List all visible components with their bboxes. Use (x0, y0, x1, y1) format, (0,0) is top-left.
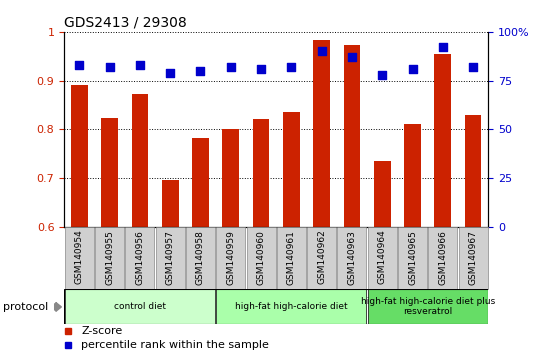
Text: percentile rank within the sample: percentile rank within the sample (81, 340, 269, 350)
Bar (429, 227, 458, 289)
Point (439, 45, 448, 50)
Bar (459, 227, 488, 289)
Bar (465, 115, 482, 227)
Text: GSM140960: GSM140960 (257, 230, 266, 285)
Text: GSM140954: GSM140954 (75, 230, 84, 284)
Point (469, 64, 478, 70)
Bar (277, 227, 306, 289)
Bar (65, 289, 215, 324)
Bar (435, 54, 451, 227)
Text: GSM140967: GSM140967 (469, 230, 478, 285)
Bar (192, 138, 209, 227)
Bar (247, 227, 276, 289)
Bar (313, 40, 330, 227)
Bar (217, 227, 246, 289)
Text: GSM140964: GSM140964 (378, 230, 387, 284)
Bar (374, 161, 391, 227)
Bar (126, 227, 155, 289)
Bar (398, 227, 427, 289)
Text: GSM140956: GSM140956 (136, 230, 145, 285)
Point (136, 62, 145, 68)
Bar (71, 85, 88, 227)
Text: GSM140962: GSM140962 (317, 230, 326, 284)
Text: Z-score: Z-score (81, 326, 122, 336)
Bar (404, 124, 421, 227)
Bar (217, 289, 367, 324)
Bar (307, 227, 336, 289)
Bar (101, 118, 118, 227)
Bar (338, 227, 367, 289)
Bar (132, 94, 148, 227)
Text: GSM140959: GSM140959 (227, 230, 235, 285)
Text: high-fat high-calorie diet plus
resveratrol: high-fat high-calorie diet plus resverat… (360, 297, 495, 316)
Point (348, 55, 357, 60)
Bar (368, 289, 488, 324)
Bar (344, 45, 360, 227)
Bar (186, 227, 215, 289)
Text: GSM140965: GSM140965 (408, 230, 417, 285)
Bar (95, 227, 124, 289)
Bar (156, 227, 185, 289)
Point (378, 72, 387, 78)
Point (317, 48, 326, 54)
Text: control diet: control diet (114, 302, 166, 311)
Bar (253, 119, 270, 227)
Bar (368, 227, 397, 289)
Bar (283, 112, 300, 227)
Bar (65, 227, 94, 289)
Point (227, 64, 235, 70)
Point (257, 66, 266, 72)
Point (105, 64, 114, 70)
Text: GSM140963: GSM140963 (348, 230, 357, 285)
Point (287, 64, 296, 70)
Point (75, 62, 84, 68)
Point (196, 68, 205, 74)
Text: GSM140957: GSM140957 (166, 230, 175, 285)
Text: GSM140955: GSM140955 (105, 230, 114, 285)
Bar (223, 129, 239, 227)
Point (166, 70, 175, 76)
Bar (162, 180, 179, 227)
Point (408, 66, 417, 72)
Text: GDS2413 / 29308: GDS2413 / 29308 (64, 15, 187, 29)
Text: GSM140966: GSM140966 (439, 230, 448, 285)
Text: protocol: protocol (3, 302, 48, 312)
Text: GSM140958: GSM140958 (196, 230, 205, 285)
Text: high-fat high-calorie diet: high-fat high-calorie diet (235, 302, 348, 311)
Text: GSM140961: GSM140961 (287, 230, 296, 285)
